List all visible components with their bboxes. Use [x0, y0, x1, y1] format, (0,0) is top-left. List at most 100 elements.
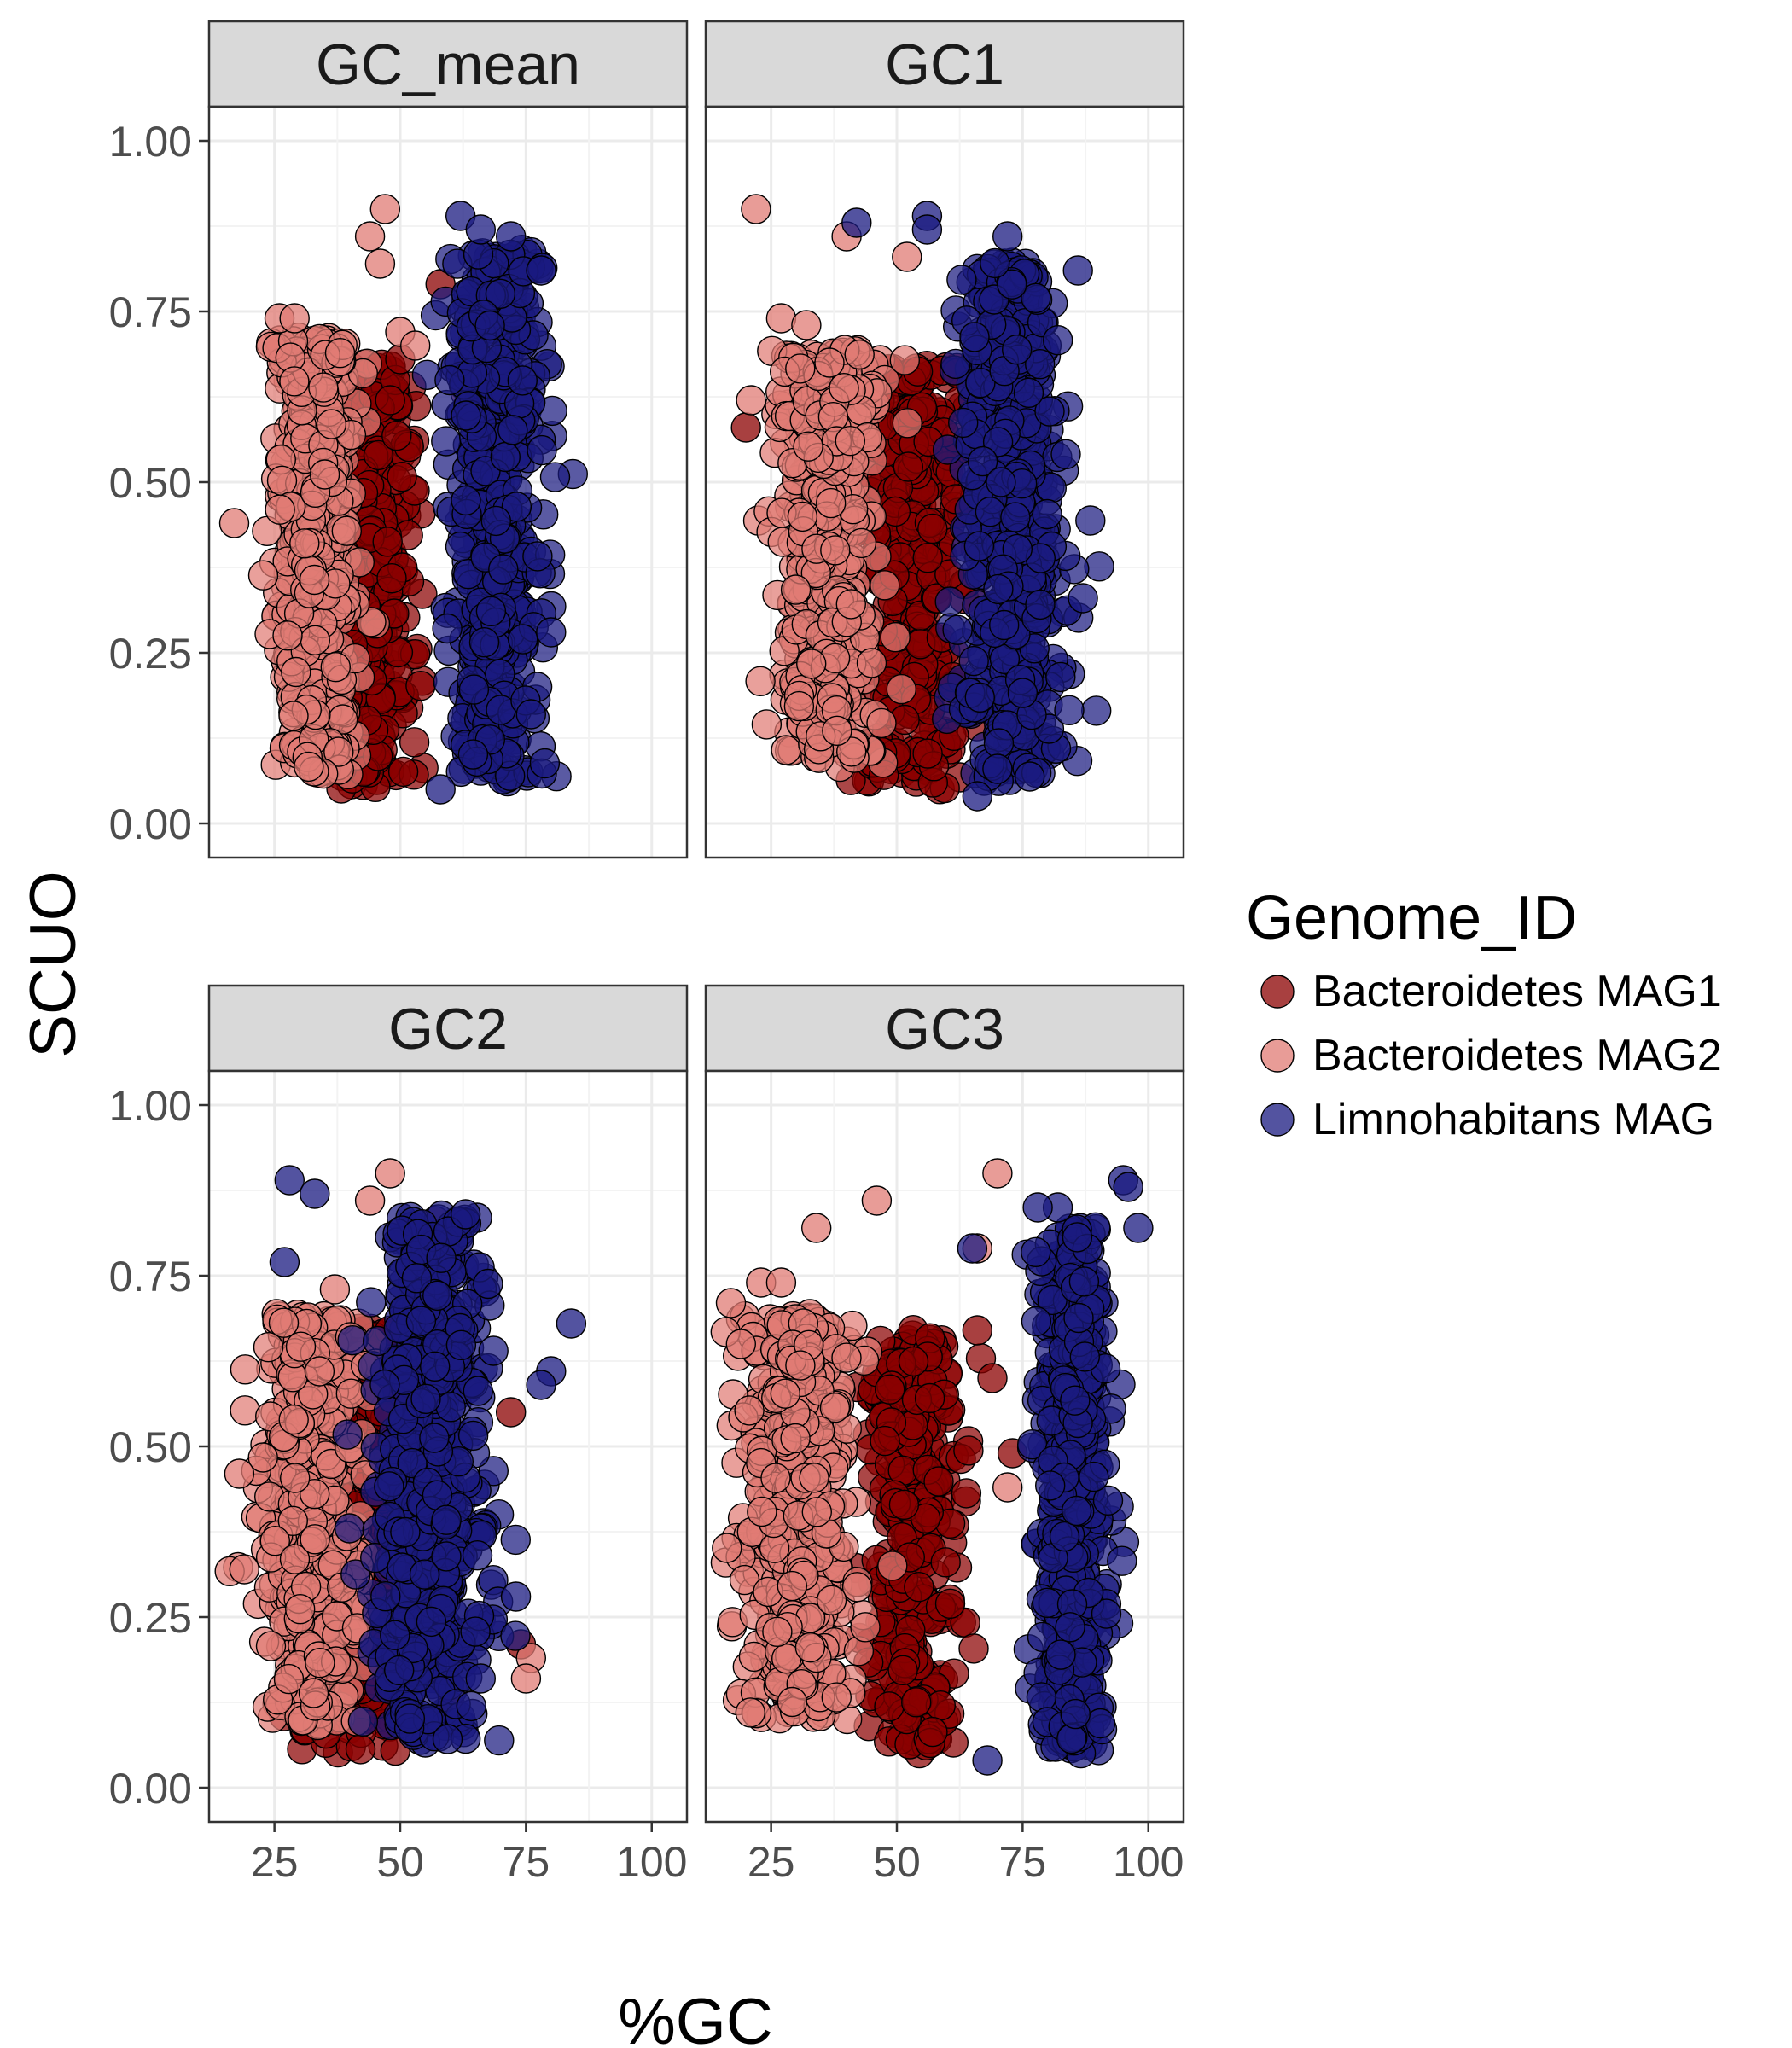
- data-point: [934, 586, 965, 617]
- data-point: [299, 564, 330, 596]
- data-point: [451, 400, 481, 431]
- data-point: [736, 385, 766, 416]
- data-point: [816, 487, 847, 519]
- data-point: [334, 1513, 365, 1544]
- data-point: [522, 541, 553, 572]
- panels: GC_mean0.000.250.500.751.00GC1GC20.000.2…: [109, 20, 1185, 1886]
- data-point: [1007, 678, 1039, 708]
- data-point: [354, 221, 386, 252]
- series-points: [214, 1158, 546, 1741]
- data-point: [904, 1571, 934, 1603]
- data-point: [539, 462, 571, 492]
- data-point: [298, 1678, 329, 1708]
- data-point: [874, 1691, 905, 1722]
- data-point: [305, 1647, 335, 1679]
- data-point: [230, 1354, 261, 1385]
- data-point: [410, 1383, 441, 1415]
- data-point: [478, 1335, 509, 1366]
- data-point: [473, 1268, 503, 1300]
- data-point: [507, 365, 538, 396]
- data-point: [844, 339, 875, 370]
- data-point: [822, 715, 852, 746]
- data-point: [457, 1420, 489, 1452]
- data-point: [432, 613, 463, 644]
- y-tick-label: 0.75: [109, 288, 192, 336]
- x-tick-label: 50: [376, 1838, 424, 1886]
- data-point: [1050, 439, 1081, 469]
- data-point: [458, 674, 490, 705]
- data-point: [445, 1329, 477, 1361]
- data-point: [457, 739, 489, 770]
- data-point: [911, 214, 943, 245]
- data-point: [488, 554, 519, 585]
- data-point: [892, 408, 923, 439]
- data-point: [273, 1663, 305, 1695]
- data-point: [259, 1525, 290, 1556]
- data-point: [324, 338, 356, 369]
- data-point: [959, 322, 990, 352]
- y-tick-label: 0.50: [109, 459, 192, 507]
- data-point: [526, 1370, 556, 1400]
- data-point: [224, 1458, 255, 1489]
- data-point: [527, 434, 557, 466]
- data-point: [923, 1466, 954, 1497]
- y-tick-label: 0.25: [109, 1594, 192, 1642]
- data-point: [771, 735, 801, 765]
- data-point: [289, 528, 320, 559]
- y-tick-label: 0.25: [109, 630, 192, 678]
- data-point: [977, 1363, 1008, 1393]
- y-tick-label: 0.75: [109, 1253, 192, 1300]
- data-point: [829, 373, 859, 404]
- data-point: [946, 265, 977, 295]
- y-tick-label: 0.50: [109, 1423, 192, 1471]
- data-point: [399, 727, 430, 758]
- facet-title: GC3: [885, 997, 1004, 1062]
- data-point: [319, 1274, 351, 1305]
- data-point: [963, 531, 995, 561]
- data-point: [942, 614, 973, 645]
- data-point: [420, 1351, 451, 1382]
- data-point: [456, 1690, 486, 1722]
- data-point: [508, 624, 538, 655]
- data-point: [741, 194, 771, 224]
- data-point: [218, 508, 250, 538]
- data-points: [710, 1158, 1154, 1776]
- data-point: [431, 1541, 462, 1572]
- data-point: [982, 753, 1013, 784]
- data-point: [796, 649, 827, 679]
- series-points: [269, 1165, 587, 1758]
- data-point: [1054, 695, 1085, 725]
- data-point: [888, 1489, 920, 1521]
- data-point: [765, 303, 797, 334]
- y-tick-label: 0.00: [109, 800, 192, 848]
- data-point: [484, 1725, 515, 1756]
- data-point: [337, 1324, 368, 1356]
- data-point: [405, 1306, 437, 1336]
- x-tick-label: 75: [503, 1838, 550, 1886]
- data-point: [951, 1478, 982, 1509]
- data-point: [751, 709, 783, 740]
- data-point: [787, 501, 818, 532]
- facet-strip: [704, 984, 1185, 1073]
- data-point: [279, 1544, 311, 1574]
- data-point: [785, 353, 816, 384]
- data-point: [431, 426, 462, 457]
- data-point: [745, 666, 776, 696]
- data-point: [1013, 377, 1044, 408]
- data-point: [983, 728, 1015, 759]
- data-point: [255, 1631, 287, 1661]
- data-point: [347, 1706, 379, 1737]
- data-point: [375, 1158, 405, 1189]
- data-point: [266, 465, 298, 496]
- data-point: [870, 1425, 900, 1457]
- data-point: [900, 1687, 932, 1718]
- data-point: [316, 409, 347, 439]
- data-points: [214, 1158, 587, 1768]
- data-point: [965, 368, 996, 399]
- data-point: [278, 701, 309, 731]
- series-points: [411, 201, 588, 805]
- data-point: [912, 738, 943, 769]
- data-point: [841, 207, 872, 238]
- data-point: [510, 1663, 542, 1694]
- data-point: [910, 1503, 941, 1534]
